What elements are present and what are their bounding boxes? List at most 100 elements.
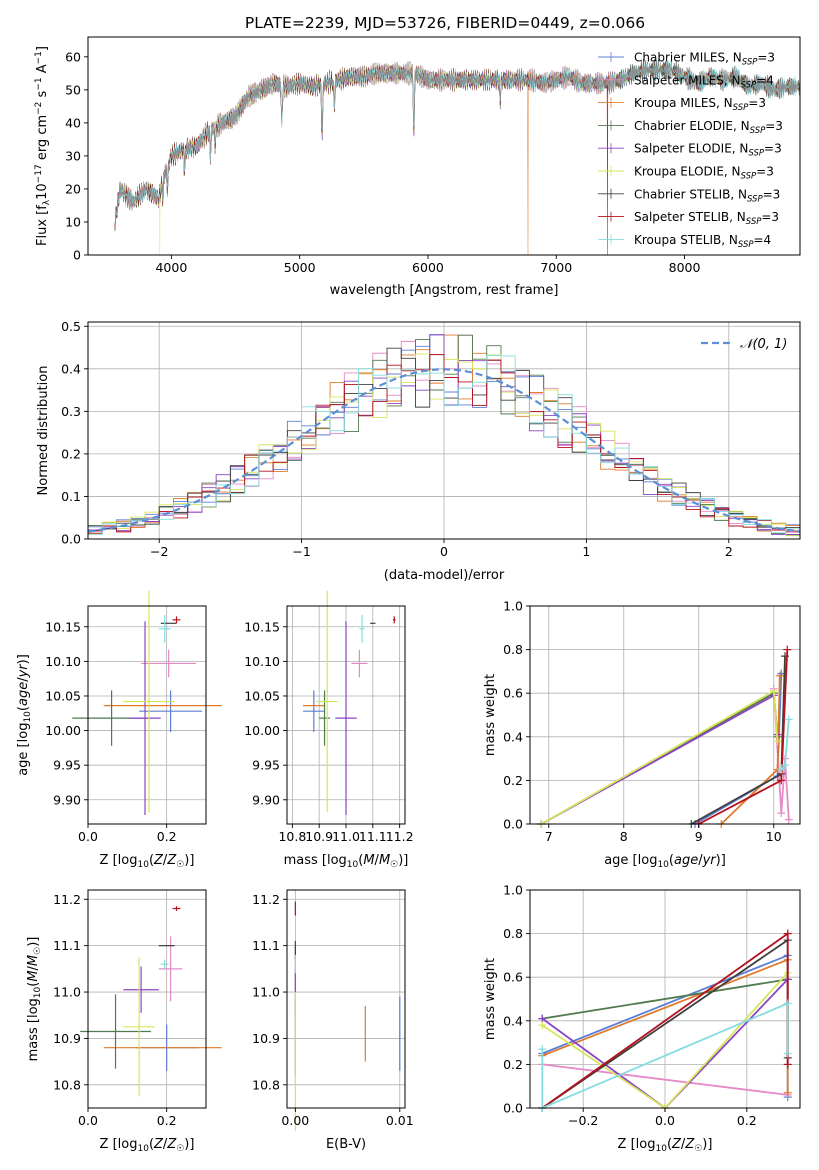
y-tick-label: 1.0: [503, 883, 523, 898]
chart-spectrum: 4000 5000 6000 7000 8000 0 10 20 30 40 50 60 wavelen…: [34, 36, 801, 298]
x-tick-label: 11.1: [359, 829, 387, 844]
legend-entry-chabrier-miles: Chabrier MILES, NSSP=3: [634, 51, 775, 68]
y-tick-label: 10: [65, 214, 81, 229]
model-line-kroupa-stelib: [114, 59, 800, 225]
x-tick-label: 6000: [412, 260, 444, 275]
y-axis-label: mass weight: [483, 958, 498, 1040]
x-tick-label: 0.0: [655, 1113, 675, 1128]
y-tick-label: 10.15: [244, 619, 280, 634]
y-tick-label: 10.9: [53, 1031, 81, 1046]
x-tick-label: −1: [292, 544, 310, 559]
weight-line-salpeter-miles: [542, 1063, 788, 1096]
y-tick-label: 10.8: [53, 1077, 81, 1092]
legend-entry-kroupa-stelib: Kroupa STELIB, NSSP=4: [634, 233, 771, 250]
x-tick-label: 9: [695, 829, 703, 844]
x-tick-label: 0.2: [157, 829, 177, 844]
x-tick-label: 5000: [284, 260, 316, 275]
y-tick-label: 11.0: [252, 985, 280, 1000]
y-tick-label: 50: [65, 82, 81, 97]
model-line-kroupa-miles: [114, 61, 614, 255]
y-axis-label: mass [log10(M/M☉)]: [26, 937, 43, 1062]
figure-title: PLATE=2239, MJD=53726, FIBERID=0449, z=0…: [245, 14, 645, 32]
chart-age-vs-mass: 10.810.911.011.111.2 9.90 9.95 10.00 10.05 10…: [244, 590, 414, 870]
legend-entry-kroupa-miles: Kroupa MILES, NSSP=3: [634, 96, 766, 113]
y-tick-label: 0.3: [61, 404, 81, 419]
axes-frame: [529, 605, 801, 825]
legend-entry-salpeter-stelib: Salpeter STELIB, NSSP=3: [634, 210, 779, 227]
y-tick-label: 0.4: [503, 729, 523, 744]
y-tick-label: 11.2: [53, 892, 81, 907]
legend-entry-chabrier-elodie: Chabrier ELODIE, NSSP=3: [634, 119, 783, 136]
y-tick-label: 10.9: [252, 1031, 280, 1046]
x-axis-label: mass [log10(M/M☉)]: [284, 853, 409, 870]
y-tick-label: 20: [65, 181, 81, 196]
y-tick-label: 9.90: [53, 792, 81, 807]
x-tick-label: 0: [440, 544, 448, 559]
y-tick-label: 1.0: [503, 599, 523, 614]
chart-residuals: −2 −1 0 1 2 0.0 0.1 0.2 0.3 0.4 0.5 (data-model)/er…: [36, 319, 801, 583]
histogram-kroupa-stelib: [87, 355, 801, 539]
y-tick-label: 0.2: [61, 446, 81, 461]
chart-weight-vs-age: 7 8 9 10 0.0 0.2 0.4 0.6 0.8 1.0 age [log10(age/yr…: [483, 599, 801, 870]
legend-entry-kroupa-elodie: Kroupa ELODIE, NSSP=3: [634, 165, 774, 182]
y-tick-label: 0.2: [503, 773, 523, 788]
x-axis-label: age [log10(age/yr)]: [604, 853, 726, 870]
y-tick-label: 0.6: [503, 686, 523, 701]
x-tick-label: 7: [545, 829, 553, 844]
x-tick-label: 8: [620, 829, 628, 844]
x-tick-label: 7000: [540, 260, 572, 275]
x-tick-label: 1: [582, 544, 590, 559]
chart-age-vs-Z: 0.0 0.2 9.90 9.95 10.00 10.05 10.10 10.15 Z [log…: [16, 590, 222, 870]
x-axis-label: E(B-V): [326, 1137, 366, 1152]
weight-line-chabrier-stelib: [690, 656, 786, 825]
x-tick-label: 0.0: [78, 829, 98, 844]
y-tick-label: 0.6: [503, 970, 523, 985]
x-tick-label: 0.0: [78, 1113, 98, 1128]
x-tick-label: 4000: [155, 260, 187, 275]
axes-frame: [87, 36, 801, 256]
chart-mass-vs-ebv: 0.00 0.01 10.8 10.9 11.0 11.1 11.2 E(B-V): [252, 889, 414, 1152]
x-tick-label: 0.2: [737, 1113, 757, 1128]
y-tick-label: 0.8: [503, 926, 523, 941]
model-line-salpeter-stelib: [114, 61, 800, 255]
y-tick-label: 10.00: [244, 723, 280, 738]
x-axis-label: Z [log10(Z/Z☉)]: [100, 1137, 195, 1154]
x-tick-label: −0.2: [568, 1113, 598, 1128]
y-tick-label: 0.0: [61, 532, 81, 547]
weight-line-kroupa-stelib: [541, 1002, 789, 1110]
x-axis-label: (data-model)/error: [384, 568, 505, 583]
y-tick-label: 0.1: [61, 489, 81, 504]
legend-entry-chabrier-stelib: Chabrier STELIB, NSSP=3: [634, 187, 780, 204]
y-tick-label: 30: [65, 148, 81, 163]
axes-frame: [87, 889, 207, 1109]
chart-weight-vs-Z: −0.2 0.0 0.2 0.0 0.2 0.4 0.6 0.8 1.0 Z [log10(Z/Z…: [483, 883, 801, 1154]
normal-curve: [87, 368, 801, 533]
x-tick-label: 0.00: [281, 1113, 309, 1128]
y-tick-label: 10.8: [252, 1077, 280, 1092]
y-tick-label: 0.8: [503, 642, 523, 657]
y-tick-label: 9.95: [53, 758, 81, 773]
y-axis-label: Normed distribution: [36, 366, 51, 496]
y-tick-label: 0.2: [503, 1057, 523, 1072]
y-tick-label: 10.05: [45, 688, 81, 703]
y-tick-label: 10.00: [45, 723, 81, 738]
x-tick-label: 8000: [669, 260, 701, 275]
y-tick-label: 9.90: [252, 792, 280, 807]
legend-entry-salpeter-elodie: Salpeter ELODIE, NSSP=3: [634, 142, 782, 159]
y-tick-label: 9.95: [252, 758, 280, 773]
x-tick-label: −2: [150, 544, 168, 559]
y-tick-label: 0.0: [503, 1101, 523, 1116]
y-tick-label: 0.4: [503, 1013, 523, 1028]
y-tick-label: 11.2: [252, 892, 280, 907]
legend-entry-normal: 𝒩(0, 1): [740, 337, 787, 352]
x-axis-label: wavelength [Angstrom, rest frame]: [330, 283, 559, 298]
x-tick-label: 11.2: [386, 829, 414, 844]
y-tick-label: 11.1: [53, 938, 81, 953]
y-axis-label: age [log10(age/yr)]: [16, 654, 33, 776]
x-tick-label: 10.8: [278, 829, 306, 844]
y-tick-label: 0: [73, 248, 81, 263]
legend-entry-salpeter-miles: Salpeter MILES, NSSP=4: [634, 73, 774, 90]
y-tick-label: 11.1: [252, 938, 280, 953]
x-tick-label: 0.01: [386, 1113, 414, 1128]
y-tick-label: 10.10: [45, 654, 81, 669]
